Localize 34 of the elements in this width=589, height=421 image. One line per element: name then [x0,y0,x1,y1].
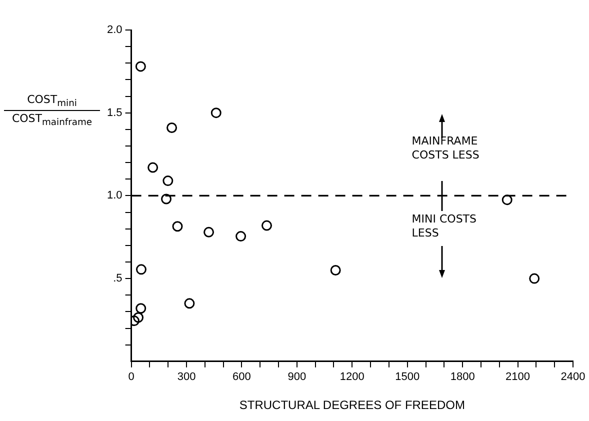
text: COST$_{mini}$ COST$_{mainframe}$ [12,93,92,128]
x-tick-label: 1500 [395,371,420,384]
x-tick-label: 1200 [340,371,364,384]
point [236,231,246,242]
y-tick-label: .5 [113,272,122,285]
point [172,221,183,232]
x-tick-label: 1800 [450,371,475,384]
x-tick-label: 300 [177,371,196,384]
x-axis-title: STRUCTURAL DEGREES OF FREEDOM [239,398,465,412]
point [184,298,195,309]
point [136,303,146,314]
point [210,108,222,118]
point [135,61,146,72]
x-tick-label: 600 [232,371,251,384]
x-tick-label: 900 [288,371,306,384]
point [148,162,158,173]
point [502,194,512,206]
point [162,176,174,186]
annotation: MAINFRAME COSTS LESS [412,134,480,162]
x-tick-label: 2400 [560,371,586,384]
y-tick-label: 1.5 [106,106,122,119]
point [529,273,540,284]
point [166,122,178,134]
point [204,226,214,238]
point [262,220,272,231]
point [133,312,144,323]
point [136,264,146,275]
x-tick-label: 2100 [506,371,530,384]
point [161,194,172,204]
y-tick-label: 1.0 [106,190,122,202]
annotation: MINI COSTS LESS [412,212,477,240]
point [330,265,341,276]
y-tick-label: 2.0 [106,24,122,36]
x-tick-label: 0 [128,371,134,384]
